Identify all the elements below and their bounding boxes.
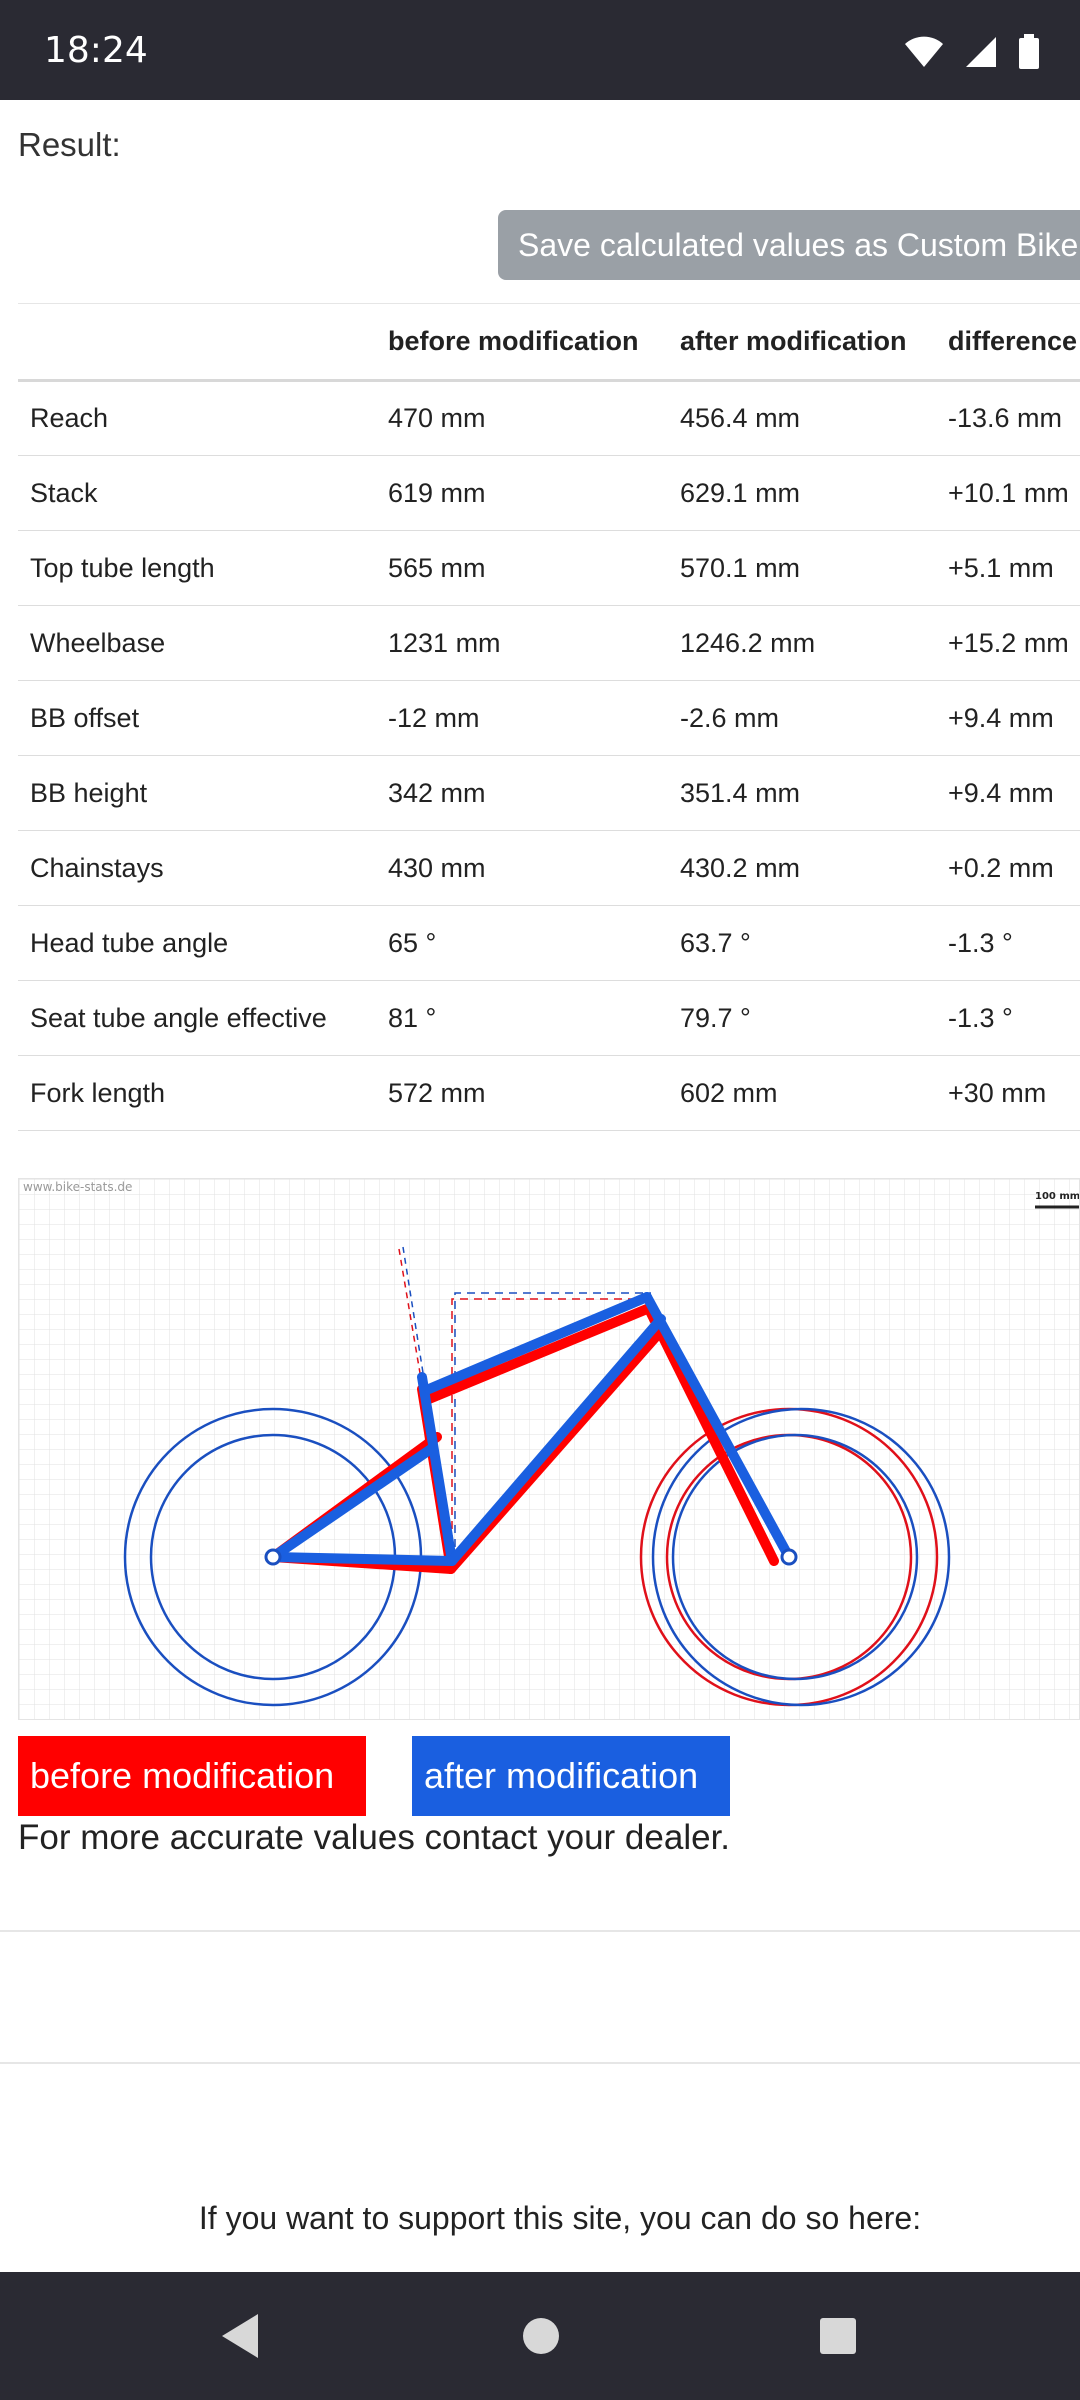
stack-reach-guide-after [454,1292,651,1561]
table-row: Top tube length 565 mm 570.1 mm +5.1 mm [18,530,1080,606]
row-name: Top tube length [18,530,376,606]
row-difference-value: -1.3 ° [936,905,1080,981]
row-after-value: 1246.2 mm [668,605,936,681]
stack-reach-guide-before [451,1298,644,1557]
row-name: Chainstays [18,830,376,906]
row-before-value: 565 mm [376,530,668,606]
row-name: Stack [18,455,376,531]
header-before: before modification [376,303,668,382]
status-time: 18:24 [44,30,148,71]
front-wheel-after-inner [671,1433,919,1681]
legend-after: after modification [412,1736,730,1816]
row-difference-value: +15.2 mm [936,605,1080,681]
row-after-value: 629.1 mm [668,455,936,531]
row-difference-value: +30 mm [936,1055,1080,1131]
row-after-value: 351.4 mm [668,755,936,831]
scale-label: 100 mm [1035,1191,1080,1202]
row-difference-value: +5.1 mm [936,530,1080,606]
row-name: Reach [18,380,376,456]
dealer-note: For more accurate values contact your de… [18,1818,731,1857]
row-after-value: 456.4 mm [668,380,936,456]
table-row: Seat tube angle effective 81 ° 79.7 ° -1.3 … [18,980,1080,1056]
row-before-value: 81 ° [376,980,668,1056]
row-difference-value: +9.4 mm [936,680,1080,756]
support-text: If you want to support this site, you ca… [198,2200,922,2236]
row-after-value: 430.2 mm [668,830,936,906]
row-before-value: 1231 mm [376,605,668,681]
front-axle [780,1548,798,1566]
page-content: Result: Save calculated values as Custom… [0,100,1080,2272]
table-row: Chainstays 430 mm 430.2 mm +0.2 mm [18,830,1080,906]
seat-angle-guide-after [402,1246,425,1380]
save-custom-bike-button[interactable]: Save calculated values as Custom Bike [498,210,1080,280]
table-row: Wheelbase 1231 mm 1246.2 mm +15.2 mm [18,605,1080,681]
row-after-value: 79.7 ° [668,980,936,1056]
status-bar: 18:24 [0,0,1080,100]
row-difference-value: +10.1 mm [936,455,1080,531]
row-name: Head tube angle [18,905,376,981]
bike-geometry-diagram: www.bike-stats.de 100 mm [18,1178,1080,1720]
battery-icon [1019,34,1039,69]
row-before-value: 342 mm [376,755,668,831]
status-icons [904,34,1040,70]
row-after-value: 602 mm [668,1055,936,1131]
recents-icon[interactable] [818,2312,858,2360]
table-row: Reach 470 mm 456.4 mm -13.6 mm [18,380,1080,456]
row-before-value: -12 mm [376,680,668,756]
table-row: Stack 619 mm 629.1 mm +10.1 mm [18,455,1080,531]
row-before-value: 430 mm [376,830,668,906]
legend-before: before modification [18,1736,366,1816]
back-icon[interactable] [218,2312,262,2360]
bike-diagram-svg: www.bike-stats.de 100 mm [19,1179,1080,1719]
diagram-watermark: www.bike-stats.de [23,1180,132,1194]
header-difference: difference [936,303,1080,382]
row-name: BB offset [18,680,376,756]
divider [0,2062,1080,2064]
row-after-value: 63.7 ° [668,905,936,981]
wifi-icon [905,36,943,67]
frame-after [268,1292,794,1566]
table-row: BB offset -12 mm -2.6 mm +9.4 mm [18,680,1080,756]
row-name: Fork length [18,1055,376,1131]
header-after: after modification [668,303,936,382]
row-difference-value: +0.2 mm [936,830,1080,906]
row-name: BB height [18,755,376,831]
table-row: Head tube angle 65 ° 63.7 ° -1.3 ° [18,905,1080,981]
table-row: BB height 342 mm 351.4 mm +9.4 mm [18,755,1080,831]
header-name [18,303,376,382]
row-name: Wheelbase [18,605,376,681]
row-after-value: 570.1 mm [668,530,936,606]
geometry-results-table: before modification after modification d… [18,303,1080,1131]
row-difference-value: -13.6 mm [936,380,1080,456]
divider [0,1930,1080,1932]
row-before-value: 65 ° [376,905,668,981]
row-name: Seat tube angle effective [18,980,376,1056]
table-header-row: before modification after modification d… [18,303,1080,382]
front-wheel-after-outer [651,1407,951,1707]
row-difference-value: +9.4 mm [936,755,1080,831]
row-difference-value: -1.3 ° [936,980,1080,1056]
home-icon[interactable] [521,2312,561,2360]
result-heading: Result: [18,126,121,163]
row-before-value: 572 mm [376,1055,668,1131]
row-before-value: 470 mm [376,380,668,456]
row-before-value: 619 mm [376,455,668,531]
row-after-value: -2.6 mm [668,680,936,756]
table-row: Fork length 572 mm 602 mm +30 mm [18,1055,1080,1131]
navigation-bar [0,2272,1080,2400]
signal-icon [966,37,996,67]
rear-axle [264,1548,282,1566]
